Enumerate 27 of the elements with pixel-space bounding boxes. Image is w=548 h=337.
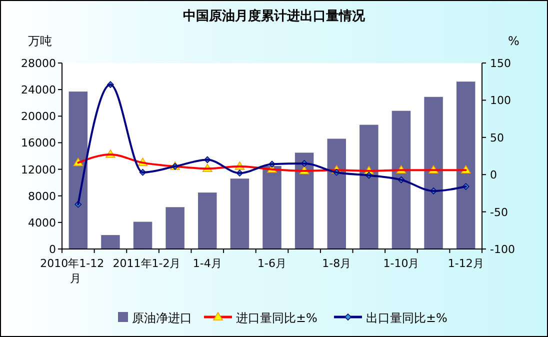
y2-axis-title: % [508,34,520,48]
y2-tick-label: -100 [490,243,515,256]
x-tick-label: 1-12月 [448,257,484,270]
y-tick-label: 8000 [28,190,56,203]
x-tick-label: 2010年1-12月 [40,257,104,285]
chart-title: 中国原油月度累计进出口量情况 [183,8,366,24]
y-tick-label: 20000 [21,110,56,124]
x-tick-label: 2011年1-2月 [112,257,181,270]
y-axis-title: 万吨 [28,34,52,48]
y-tick-label: 24000 [21,84,56,97]
x-tick-label: 1-8月 [322,257,352,270]
y-tick-label: 16000 [21,136,56,150]
legend-label: 出口量同比±% [366,311,448,325]
y-tick-label: 4000 [28,216,56,230]
x-tick-label: 1-10月 [383,257,420,270]
y-tick-label: 28000 [21,57,56,70]
y2-tick-label: 150 [490,57,511,70]
y-tick-label: 0 [49,243,56,256]
x-tick-label: 1-6月 [258,257,286,270]
y2-tick-label: 0 [490,168,497,182]
y-tick-label: 12000 [21,163,56,176]
legend-label: 原油净进口 [132,311,192,325]
legend-label: 进口量同比±% [236,311,318,325]
y2-tick-label: 100 [490,94,511,108]
y2-tick-label: -50 [490,206,508,219]
y2-tick-label: 50 [490,131,504,144]
x-tick-label: 1-4月 [192,257,222,270]
